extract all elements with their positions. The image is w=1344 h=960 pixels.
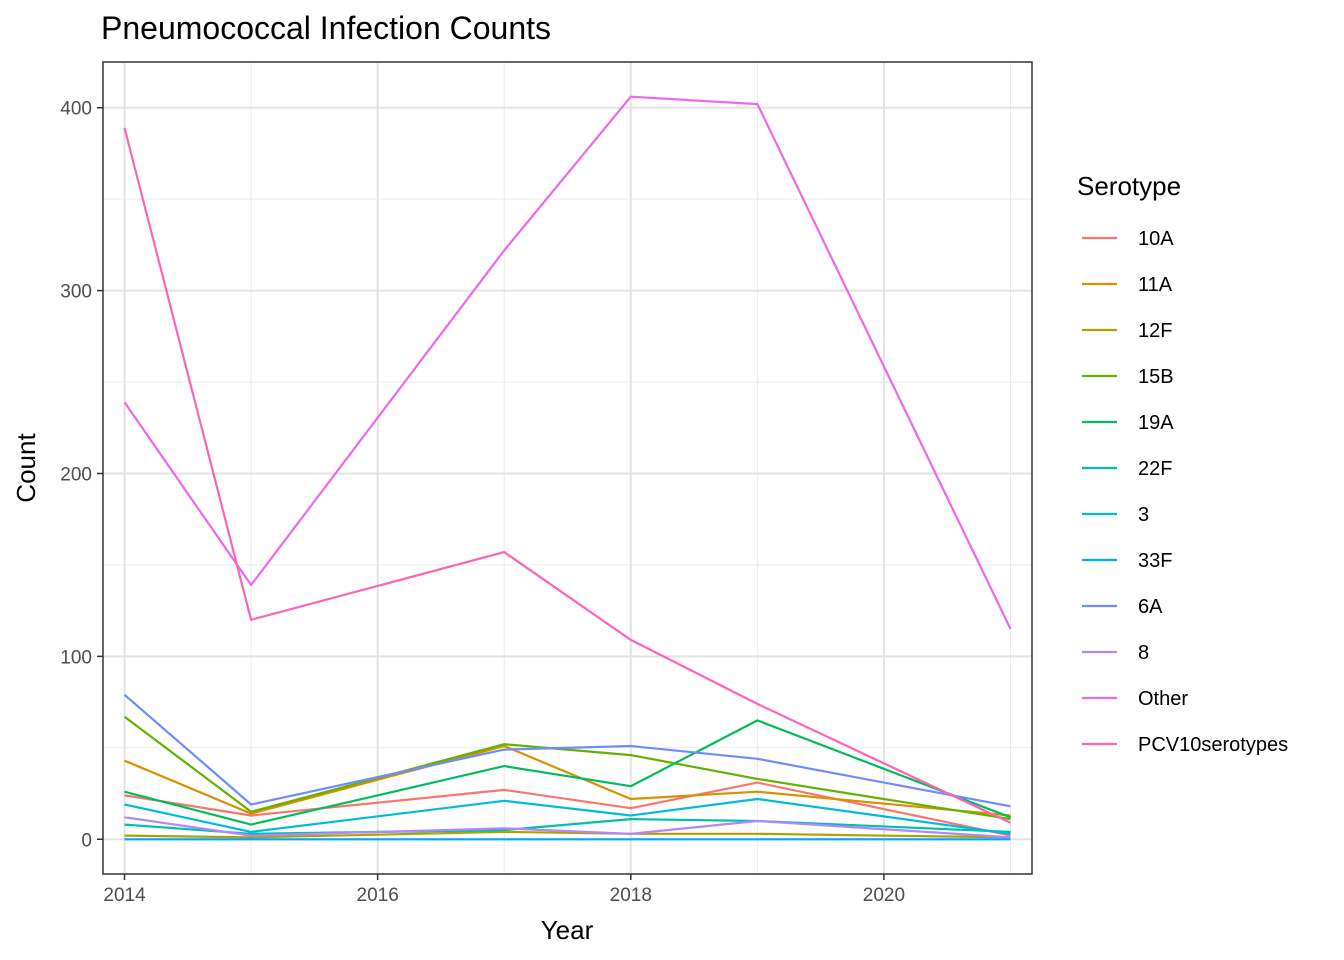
plot-panel: [102, 61, 1033, 875]
series-line-19a: [124, 719, 1011, 826]
y-tick-label: 300: [60, 282, 92, 303]
legend-label-other: Other: [1138, 688, 1188, 710]
legend-label-15b: 15B: [1138, 366, 1174, 388]
plot-background: [103, 62, 1032, 874]
series-line-12f: [124, 830, 1011, 839]
series-line-8: [124, 816, 1011, 839]
series-line-11a: [124, 744, 1011, 817]
legend-label-11a: 11A: [1138, 274, 1173, 296]
x-tick-label: 2018: [610, 885, 652, 906]
plot-border: [102, 61, 1033, 875]
y-tick-label: 100: [60, 647, 92, 668]
legend-label-12f: 12F: [1138, 320, 1172, 342]
legend-label-8: 8: [1138, 642, 1149, 664]
y-axis-title: Count: [11, 433, 41, 503]
x-tick-label: 2014: [103, 885, 146, 906]
series-lines: [123, 95, 1012, 841]
series-line-10a: [124, 781, 1011, 837]
legend-label-22f: 22F: [1138, 458, 1172, 480]
x-tick-label: 2020: [863, 885, 905, 906]
series-line-3: [124, 797, 1011, 835]
legend: Serotype 10A 11A 12F 15B 19A 22F 3 33F 6A 8 Other P…: [1077, 171, 1288, 756]
series-line-15b: [123, 715, 1011, 821]
legend-label-6a: 6A: [1138, 596, 1163, 618]
y-tick-label: 200: [60, 464, 92, 485]
series-line-pcv10serotypes: [123, 127, 1011, 824]
y-axis: 0 100 200 300 400: [60, 99, 103, 851]
y-tick-label: 0: [81, 830, 92, 851]
series-line-6a: [123, 693, 1011, 808]
legend-label-33f: 33F: [1138, 550, 1172, 572]
legend-title: Serotype: [1077, 171, 1181, 201]
series-line-other: [123, 95, 1012, 630]
y-tick-label: 400: [60, 99, 92, 120]
legend-label-pcv10serotypes: PCV10serotypes: [1138, 734, 1288, 756]
x-axis: 2014 2016 2018 2020: [103, 874, 905, 906]
legend-label-10a: 10A: [1138, 228, 1174, 250]
chart-title: Pneumococcal Infection Counts: [101, 10, 551, 46]
x-axis-title: Year: [541, 915, 594, 945]
x-tick-label: 2016: [357, 885, 399, 906]
legend-label-19a: 19A: [1138, 412, 1174, 434]
legend-label-3: 3: [1138, 504, 1149, 526]
